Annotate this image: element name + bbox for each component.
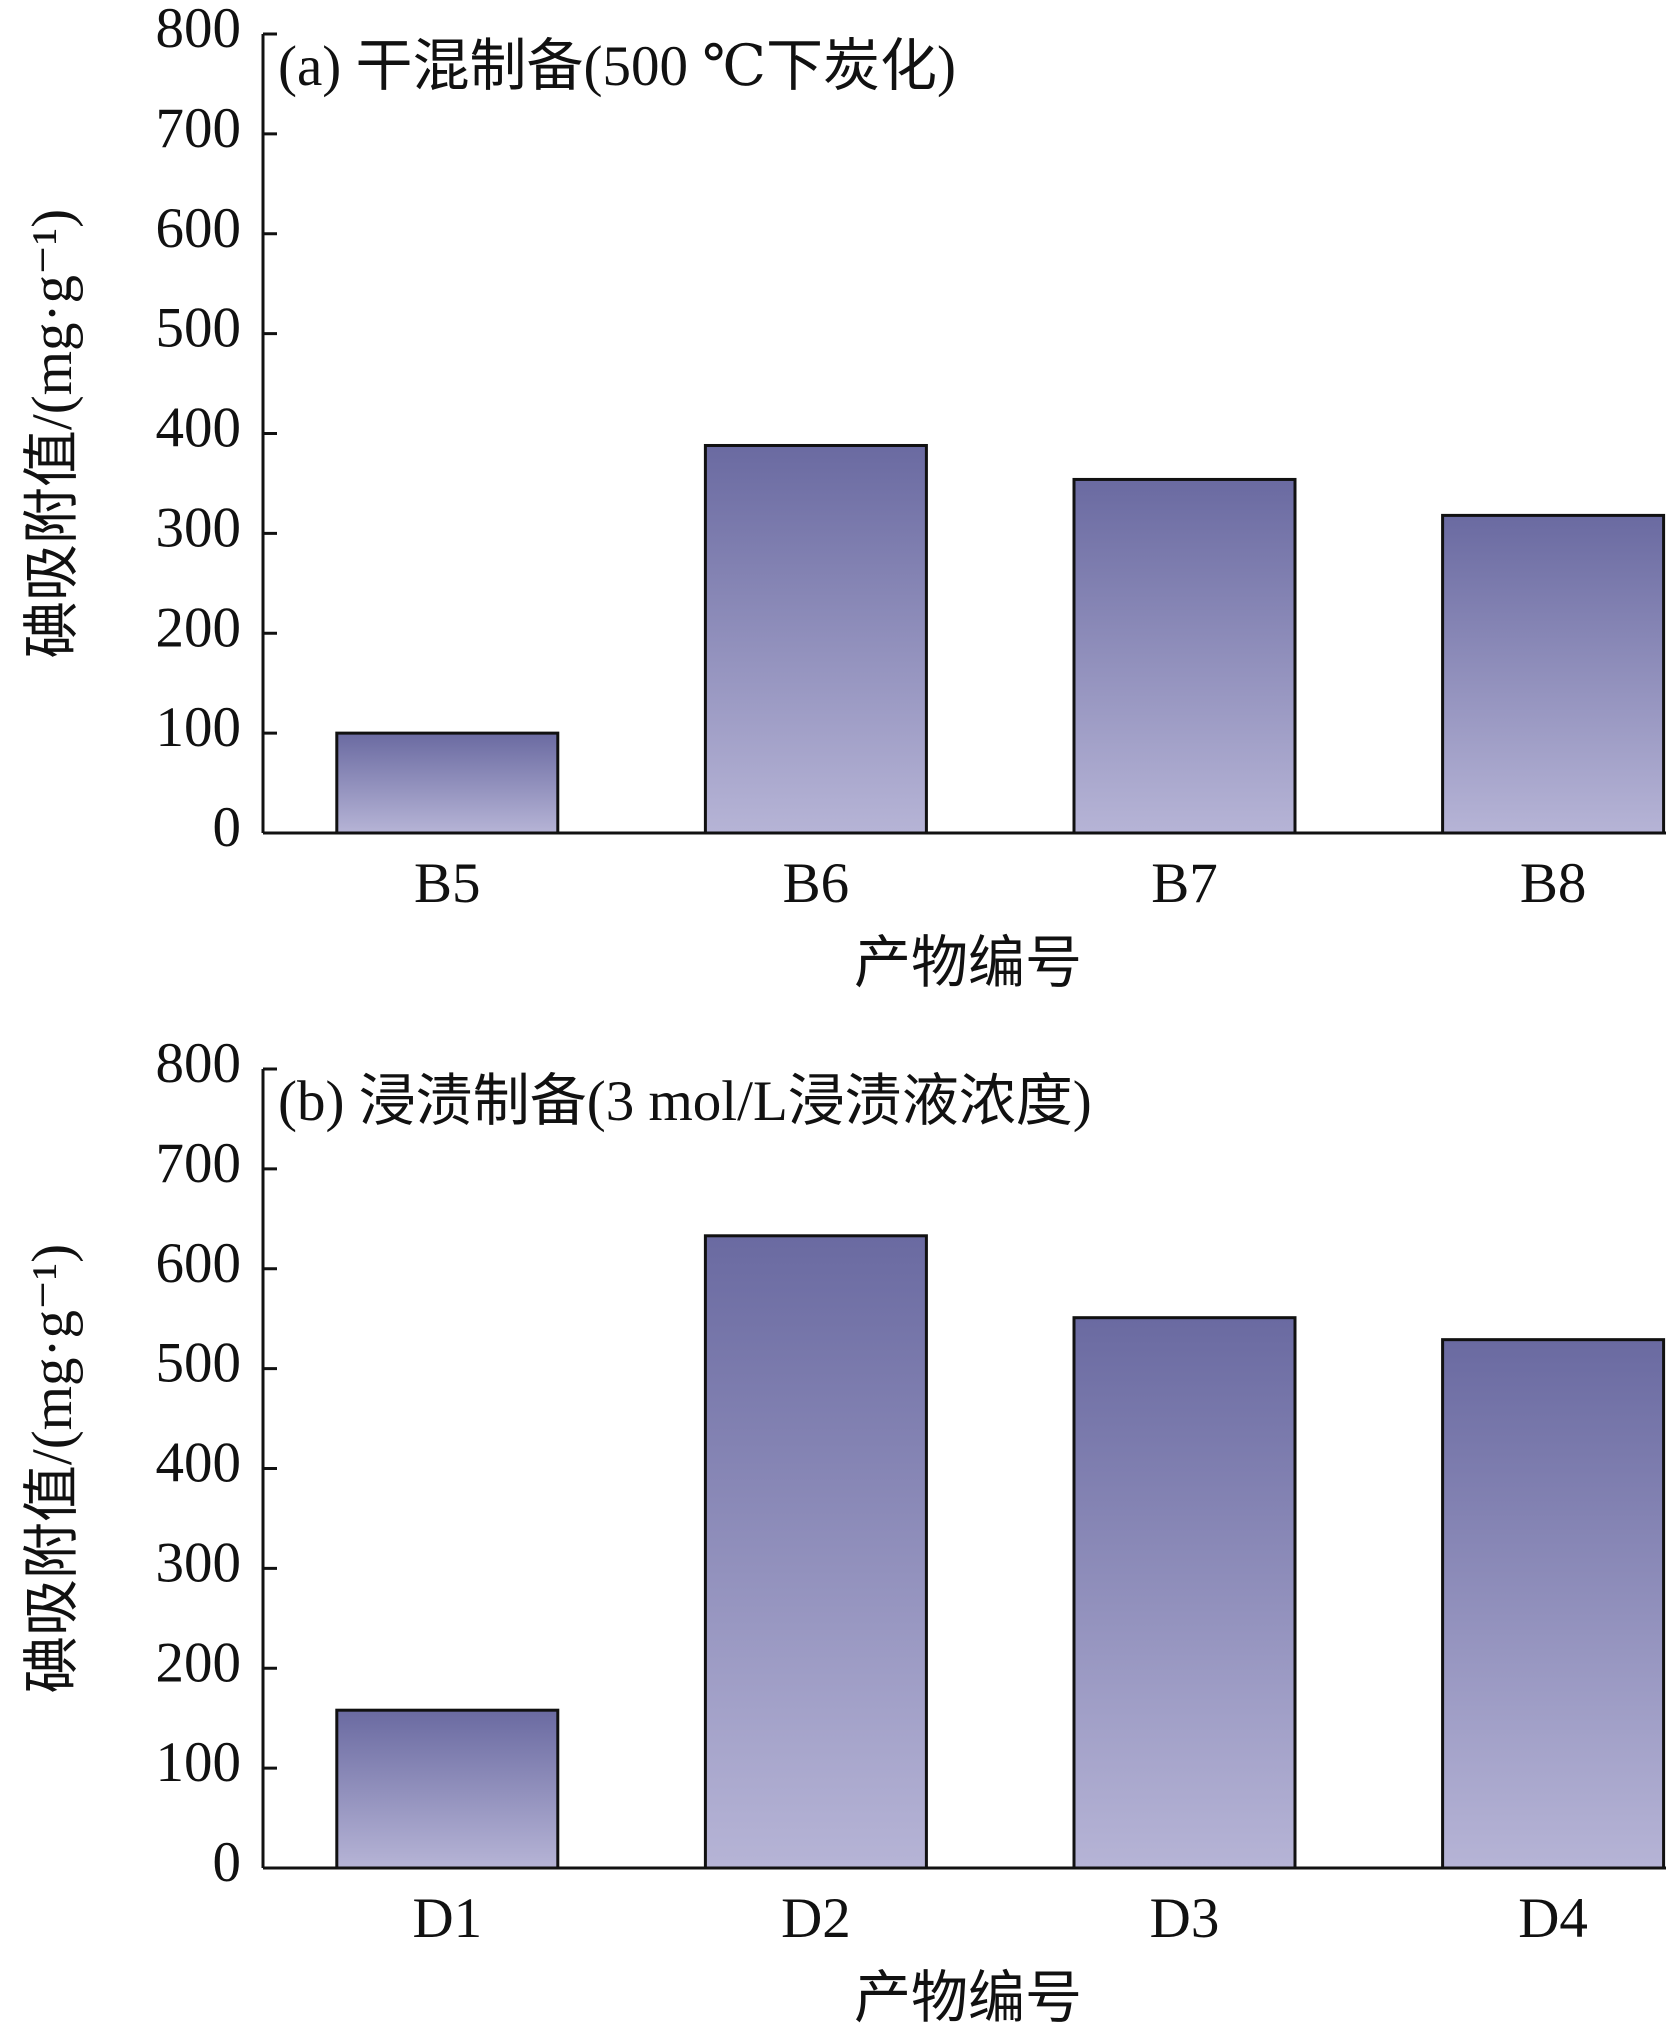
x-axis-label: 产物编号 [854, 1967, 1082, 2030]
x-tick-label: B5 [414, 852, 481, 915]
y-tick-label: 800 [156, 0, 242, 60]
y-tick-label: 200 [156, 596, 242, 659]
x-tick-label: B8 [1520, 852, 1587, 915]
y-tick-label: 500 [156, 1332, 242, 1395]
y-tick-label: 700 [156, 97, 242, 160]
bar [335, 731, 560, 835]
y-tick-label: 300 [156, 496, 242, 559]
bar [703, 1234, 928, 1870]
y-tick-label: 500 [156, 297, 242, 360]
y-tick-label: 600 [156, 1232, 242, 1295]
y-tick-label: 400 [156, 397, 242, 460]
y-tick-label: 400 [156, 1432, 242, 1495]
x-tick-label: B6 [783, 852, 850, 915]
y-tick-label: 0 [213, 1831, 242, 1894]
x-tick-label: D2 [781, 1887, 851, 1950]
chart-title: (b) 浸渍制备(3 mol/L浸渍液浓度) [278, 1070, 1092, 1133]
bar [335, 1708, 560, 1870]
y-tick-label: 300 [156, 1531, 242, 1594]
x-tick-label: D3 [1150, 1887, 1220, 1950]
y-axis-label: 碘吸附值/(mg·g⁻¹) [21, 209, 84, 658]
y-tick-label: 700 [156, 1132, 242, 1195]
y-tick-label: 600 [156, 197, 242, 260]
bar [1441, 513, 1666, 835]
x-axis-label: 产物编号 [854, 932, 1082, 995]
y-tick-label: 0 [213, 796, 242, 859]
bar [1072, 1316, 1297, 1870]
y-tick-label: 100 [156, 1731, 242, 1794]
x-tick-label: D4 [1518, 1887, 1588, 1950]
y-tick-label: 800 [156, 1032, 242, 1095]
bar [1072, 477, 1297, 835]
x-tick-label: B7 [1151, 852, 1218, 915]
bar [1441, 1338, 1666, 1870]
chart-title: (a) 干混制备(500 ℃下炭化) [278, 35, 956, 98]
x-tick-label: D1 [412, 1887, 482, 1950]
y-axis-label: 碘吸附值/(mg·g⁻¹) [21, 1244, 84, 1693]
y-tick-label: 100 [156, 696, 242, 759]
y-tick-label: 200 [156, 1631, 242, 1694]
bar [703, 443, 928, 835]
